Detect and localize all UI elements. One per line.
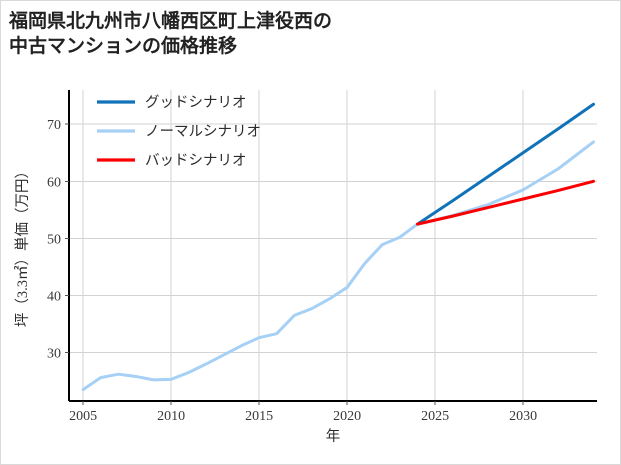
x-axis-title: 年	[326, 428, 341, 445]
legend-label-0: グッドシナリオ	[145, 94, 247, 111]
y-axis-title: 坪（3.3㎡）単価（万円）	[14, 164, 31, 327]
x-tick-label: 2020	[333, 409, 361, 424]
legend-label-2: バッドシナリオ	[145, 153, 247, 169]
x-tick-labels: 2005 2010 2015 2020 2025 2030	[69, 401, 537, 424]
series-line-グッドシナリオ	[415, 102, 595, 226]
x-tick-label: 2005	[69, 409, 97, 424]
axis-titles: 年 坪（3.3㎡）単価（万円）	[14, 164, 340, 445]
x-tick-label: 2010	[157, 409, 185, 424]
page-title: 福岡県北九州市八幡西区町上津役西の 中古マンションの価格推移	[9, 11, 333, 58]
legend-label-1: ノーマルシナリオ	[145, 124, 261, 140]
series-lines	[81, 102, 595, 392]
y-tick-label: 60	[47, 175, 61, 190]
y-tick-labels: 30 40 50 60 70	[47, 118, 69, 362]
y-tick-label: 40	[47, 289, 61, 304]
series-line-バッドシナリオ	[415, 179, 595, 226]
gridlines	[69, 90, 597, 401]
x-tick-label: 2025	[421, 409, 449, 424]
y-tick-label: 70	[47, 118, 61, 133]
x-tick-label: 2030	[509, 409, 537, 424]
plot-frame	[68, 90, 597, 402]
y-tick-label: 30	[47, 347, 61, 362]
y-tick-label: 50	[47, 232, 61, 247]
x-tick-label: 2015	[245, 409, 273, 424]
